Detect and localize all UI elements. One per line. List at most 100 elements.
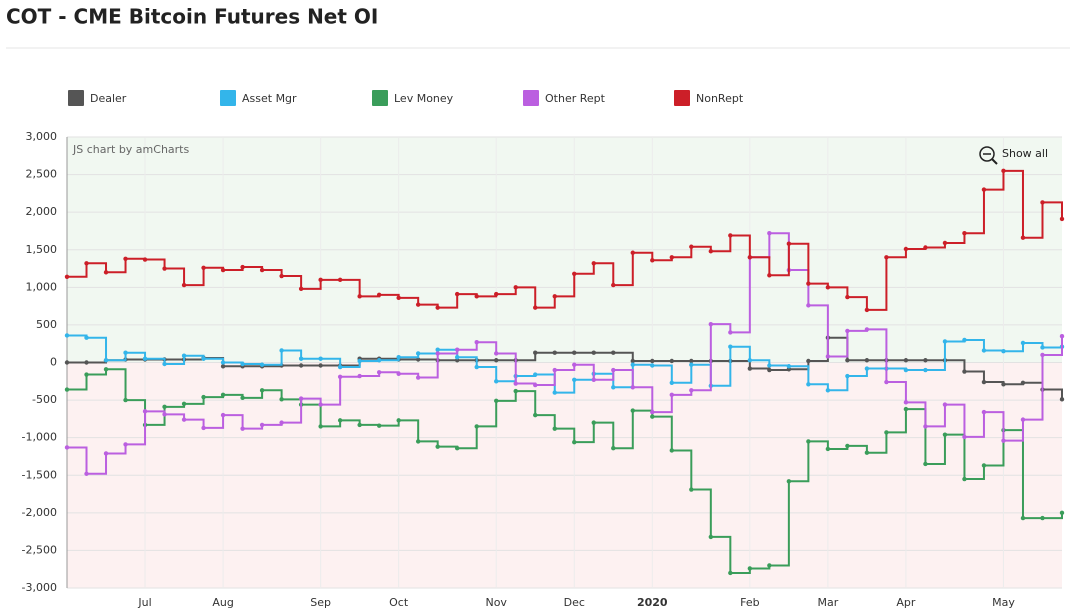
- data-point: [630, 250, 635, 255]
- data-point: [786, 241, 792, 246]
- data-point: [435, 351, 440, 356]
- y-tick-label: 1,500: [26, 243, 58, 256]
- data-point: [279, 420, 284, 425]
- legend-swatch[interactable]: [68, 90, 84, 106]
- data-point: [845, 373, 850, 379]
- series-line: [67, 336, 1063, 400]
- data-point: [845, 294, 850, 300]
- data-point: [318, 356, 323, 361]
- legend-swatch[interactable]: [523, 90, 539, 106]
- data-point: [786, 479, 792, 484]
- legend-label[interactable]: NonRept: [696, 92, 744, 105]
- data-point: [611, 445, 616, 451]
- data-point: [1020, 340, 1026, 346]
- data-point: [357, 294, 362, 299]
- data-point: [981, 348, 987, 353]
- legend-swatch[interactable]: [674, 90, 690, 106]
- data-point: [669, 380, 675, 385]
- data-point: [513, 285, 518, 290]
- legend-swatch[interactable]: [220, 90, 236, 106]
- data-point: [1020, 380, 1026, 385]
- legend-label[interactable]: Lev Money: [394, 92, 454, 105]
- data-point: [825, 354, 831, 359]
- data-point: [845, 443, 850, 449]
- data-point: [689, 244, 694, 249]
- data-point: [64, 360, 70, 365]
- series-line: [67, 169, 1063, 311]
- y-tick-label: 3,000: [26, 130, 58, 143]
- x-tick-label: Feb: [740, 596, 759, 609]
- data-point: [201, 425, 206, 431]
- x-tick-label: Oct: [389, 596, 409, 609]
- data-point: [454, 445, 460, 451]
- zoom-label[interactable]: Show all: [1002, 147, 1048, 160]
- data-point: [454, 347, 460, 352]
- data-point: [1040, 200, 1045, 205]
- data-point: [162, 266, 167, 271]
- data-point: [396, 418, 401, 423]
- data-point: [435, 347, 440, 352]
- data-point: [533, 305, 538, 310]
- y-tick-label: 0: [50, 356, 57, 369]
- data-point: [806, 439, 811, 444]
- data-point: [513, 388, 518, 394]
- y-tick-label: -2,500: [22, 543, 57, 556]
- data-point: [611, 385, 616, 390]
- data-point: [123, 350, 128, 355]
- data-point: [630, 362, 635, 367]
- data-point: [298, 396, 304, 401]
- y-tick-label: 2,000: [26, 205, 58, 218]
- data-point: [650, 258, 655, 263]
- data-point: [240, 395, 245, 401]
- data-point: [1001, 349, 1006, 354]
- data-point: [494, 351, 499, 356]
- series-line: [67, 368, 1063, 574]
- data-point: [279, 348, 284, 353]
- data-point: [650, 409, 655, 415]
- data-point: [923, 358, 928, 363]
- data-point: [337, 418, 343, 423]
- data-point: [435, 444, 440, 449]
- data-point: [337, 374, 343, 379]
- data-point: [767, 367, 772, 373]
- data-point: [689, 388, 694, 393]
- data-point: [162, 404, 167, 410]
- data-point: [474, 364, 479, 370]
- data-point: [903, 246, 909, 252]
- data-point: [572, 350, 577, 355]
- data-point: [864, 450, 870, 455]
- zoom-icon-handle[interactable]: [991, 158, 998, 165]
- legend-label[interactable]: Dealer: [90, 92, 127, 105]
- data-point: [611, 350, 616, 355]
- data-point: [454, 355, 460, 360]
- legend-swatch[interactable]: [372, 90, 388, 106]
- data-point: [728, 233, 733, 238]
- data-point: [669, 255, 675, 260]
- data-point: [103, 358, 109, 363]
- data-point: [376, 358, 382, 363]
- data-point: [415, 375, 421, 380]
- data-point: [981, 463, 987, 468]
- data-point: [747, 358, 753, 363]
- data-point: [630, 358, 635, 364]
- data-point: [318, 277, 323, 283]
- data-point: [767, 273, 772, 278]
- data-point: [1059, 397, 1065, 402]
- zoom-button[interactable]: Show all: [979, 146, 1048, 165]
- series-line: [67, 334, 1063, 394]
- data-point: [220, 267, 226, 273]
- data-point: [513, 381, 518, 386]
- data-point: [942, 339, 948, 344]
- zoom-icon[interactable]: [979, 146, 995, 162]
- data-point: [864, 366, 870, 371]
- data-point: [181, 353, 187, 358]
- data-point: [181, 401, 187, 407]
- legend-label[interactable]: Other Rept: [545, 92, 606, 105]
- legend-label[interactable]: Asset Mgr: [242, 92, 297, 105]
- data-point: [1001, 168, 1006, 174]
- x-tick-label: Nov: [485, 596, 507, 609]
- data-point: [630, 408, 635, 413]
- data-point: [123, 256, 128, 261]
- data-point: [435, 305, 440, 310]
